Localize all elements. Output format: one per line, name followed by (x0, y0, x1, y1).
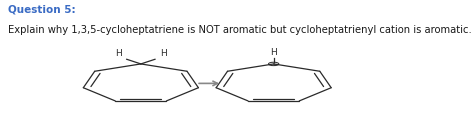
Text: Question 5:: Question 5: (8, 4, 76, 14)
Text: +: + (271, 62, 276, 67)
Text: H: H (115, 49, 122, 58)
Text: H: H (160, 49, 166, 58)
Text: H: H (270, 48, 277, 57)
Text: Explain why 1,3,5-cycloheptatriene is NOT aromatic but cycloheptatrienyl cation : Explain why 1,3,5-cycloheptatriene is NO… (8, 25, 472, 35)
